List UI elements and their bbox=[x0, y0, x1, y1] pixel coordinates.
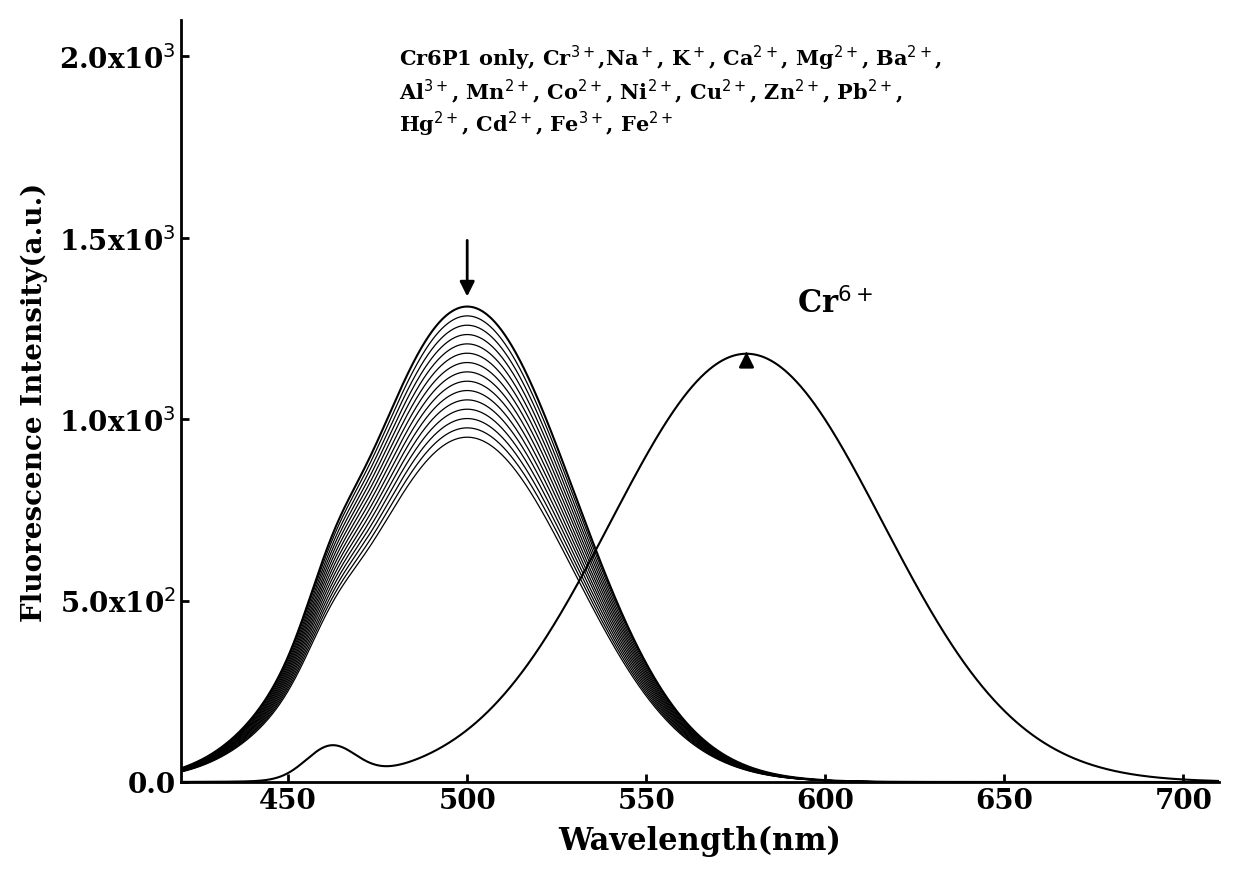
Y-axis label: Fluorescence Intensity(a.u.): Fluorescence Intensity(a.u.) bbox=[21, 182, 48, 621]
Text: Cr6P1 only, Cr$^{3+}$,Na$^+$, K$^+$, Ca$^{2+}$, Mg$^{2+}$, Ba$^{2+}$,
Al$^{3+}$,: Cr6P1 only, Cr$^{3+}$,Na$^+$, K$^+$, Ca$… bbox=[399, 44, 942, 139]
Text: Cr$^{6+}$: Cr$^{6+}$ bbox=[796, 288, 873, 320]
X-axis label: Wavelength(nm): Wavelength(nm) bbox=[558, 825, 842, 856]
